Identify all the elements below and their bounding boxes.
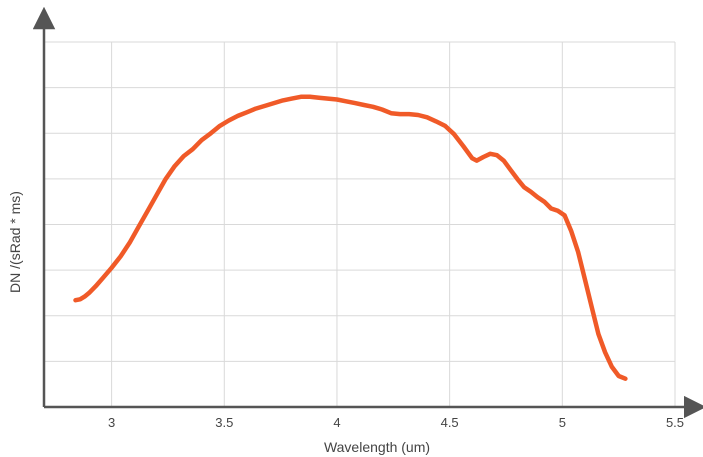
x-tick-label: 5: [559, 415, 566, 430]
x-tick-label: 4: [333, 415, 340, 430]
series-group: [73, 94, 628, 381]
x-axis-title: Wavelength (um): [324, 439, 430, 455]
series-line: [73, 94, 628, 381]
x-tick-label: 4.5: [441, 415, 459, 430]
x-tick-label: 5.5: [666, 415, 684, 430]
x-tick-labels: 3 3.5 4 4.5 5 5.5: [108, 415, 684, 430]
grid: [44, 41, 676, 407]
x-tick-label: 3.5: [215, 415, 233, 430]
y-axis-title: DN /(sRad * ms): [7, 191, 23, 293]
x-tick-label: 3: [108, 415, 115, 430]
